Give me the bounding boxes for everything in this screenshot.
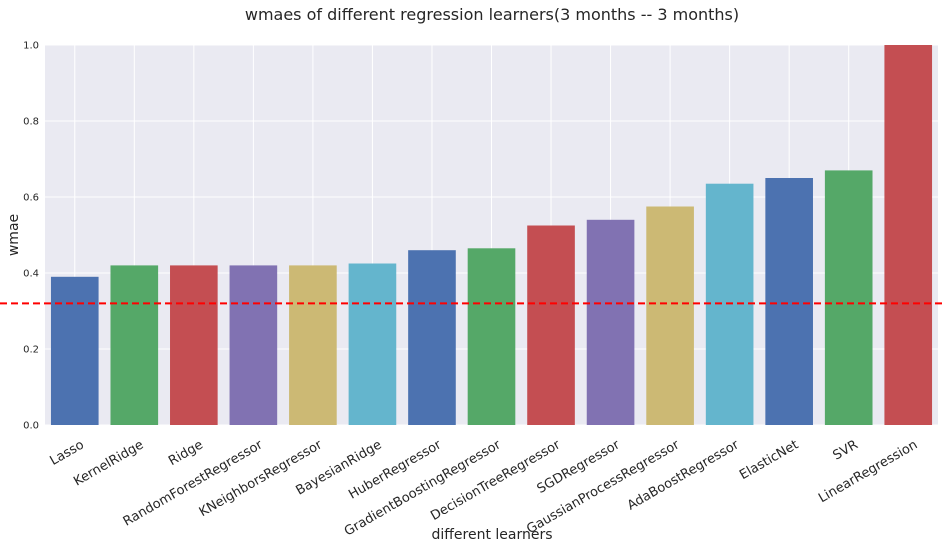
y-tick-label: 0.8 <box>23 117 39 128</box>
x-tick-label: SVR <box>831 437 861 463</box>
y-tick-label: 0.0 <box>23 421 39 432</box>
x-tick-label: ElasticNet <box>737 437 801 483</box>
bar-KernelRidge <box>110 265 159 425</box>
y-axis-label: wmae <box>6 214 22 256</box>
x-tick-label: AdaBoostRegressor <box>625 437 742 513</box>
bar-ElasticNet <box>765 178 813 425</box>
bar-SVR <box>824 170 873 425</box>
y-axis-ticks: 0.0 0.2 0.4 0.6 0.8 1.0 <box>23 41 39 432</box>
x-tick-label: Lasso <box>47 437 86 468</box>
y-tick-label: 1.0 <box>23 41 39 52</box>
y-tick-label: 0.4 <box>23 269 39 280</box>
y-tick-label: 0.2 <box>23 345 39 356</box>
bar-SGDRegressor <box>586 219 635 425</box>
bar-DecisionTreeRegressor <box>527 225 575 425</box>
bar-HuberRegressor <box>408 250 456 425</box>
bar-RandomForestRegressor <box>229 265 278 425</box>
x-axis-label: different learners <box>431 527 552 543</box>
chart-title: wmaes of different regression learners(3… <box>245 5 739 24</box>
x-tick-label: Ridge <box>166 437 206 469</box>
bar-GaussianProcessRegressor <box>646 206 694 425</box>
bar-KNeighborsRegressor <box>289 265 337 425</box>
y-tick-label: 0.6 <box>23 193 39 204</box>
bars <box>50 45 933 425</box>
bar-GradientBoostingRegressor <box>467 248 516 425</box>
bar-BayesianRidge <box>348 263 397 425</box>
bar-Ridge <box>170 265 218 425</box>
bar-Lasso <box>50 276 99 425</box>
bar-LinearRegression <box>884 45 933 425</box>
x-tick-label: LinearRegression <box>816 437 920 506</box>
